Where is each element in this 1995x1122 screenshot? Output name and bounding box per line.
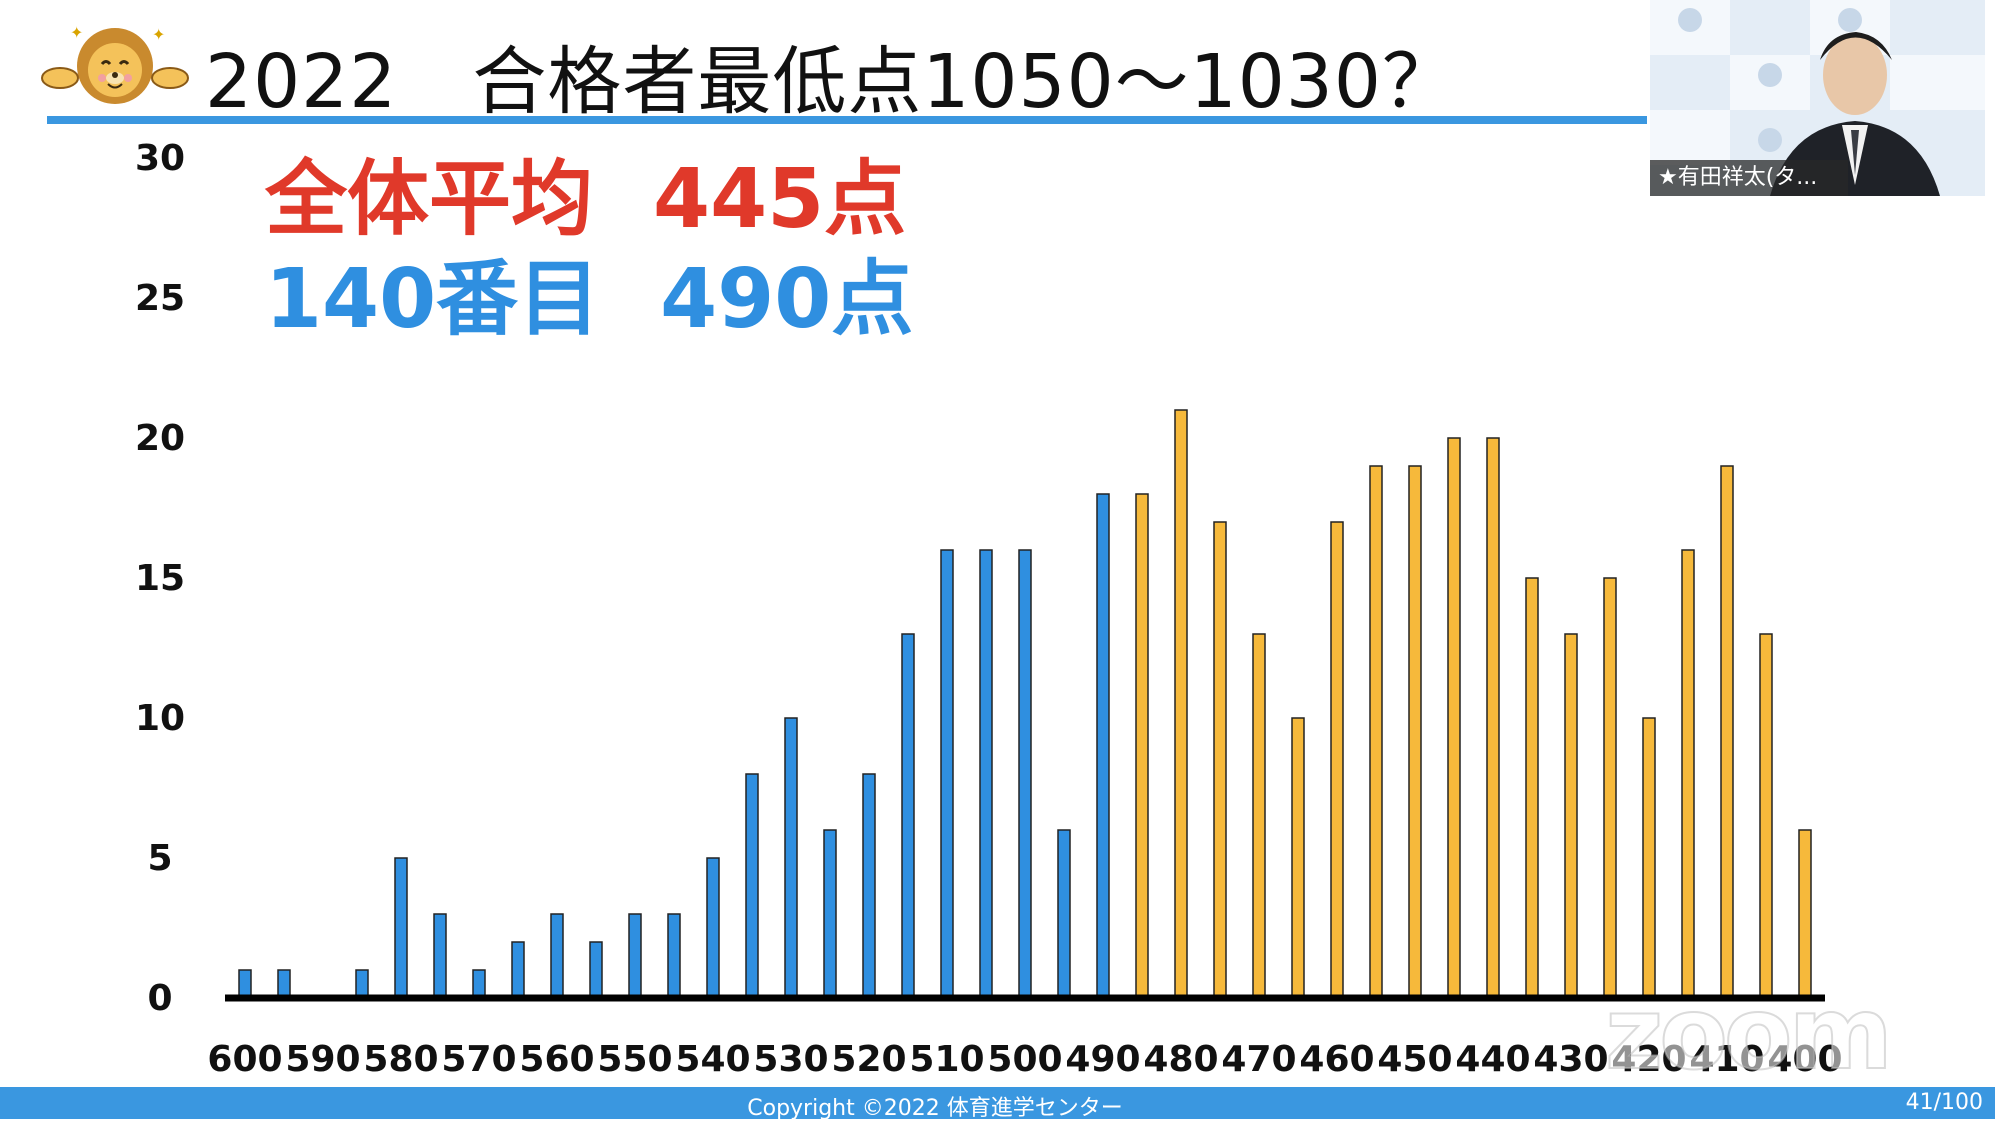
bar-470 bbox=[1252, 633, 1266, 999]
y-tick-label-0: 0 bbox=[147, 978, 172, 1019]
stat-rank: 140番目 490点 bbox=[265, 250, 913, 350]
x-tick-label-500: 500 bbox=[987, 1039, 1062, 1080]
x-tick-label-490: 490 bbox=[1065, 1039, 1140, 1080]
copyright-text: Copyright ©2022 体育進学センター bbox=[747, 1096, 1123, 1121]
x-tick-label-540: 540 bbox=[675, 1039, 750, 1080]
bar-425 bbox=[1603, 577, 1617, 999]
bar-400 bbox=[1798, 829, 1812, 999]
bar-560 bbox=[550, 913, 564, 999]
y-tick-label-5: 25 bbox=[135, 278, 185, 319]
bar-440 bbox=[1486, 437, 1500, 999]
bar-490 bbox=[1096, 493, 1110, 999]
participant-name: ★有田祥太(タ... bbox=[1650, 160, 1848, 196]
bar-455 bbox=[1369, 465, 1383, 999]
x-tick-label-470: 470 bbox=[1221, 1039, 1296, 1080]
footer-bar: Copyright ©2022 体育進学センター 41/100 bbox=[0, 1087, 1995, 1121]
x-tick-label-400: 400 bbox=[1767, 1039, 1842, 1080]
bar-500 bbox=[1018, 549, 1032, 999]
x-tick-label-480: 480 bbox=[1143, 1039, 1218, 1080]
bar-535 bbox=[745, 773, 759, 999]
x-tick-label-590: 590 bbox=[285, 1039, 360, 1080]
bar-405 bbox=[1759, 633, 1773, 999]
bar-575 bbox=[433, 913, 447, 999]
svg-text:✦: ✦ bbox=[70, 23, 83, 42]
bar-585 bbox=[355, 969, 369, 999]
bar-525 bbox=[823, 829, 837, 999]
stats-block: 全体平均 445点 140番目 490点 bbox=[265, 150, 913, 350]
y-tick-label-2: 10 bbox=[135, 698, 185, 739]
bar-545 bbox=[667, 913, 681, 999]
zoom-watermark: zoom bbox=[1604, 974, 1894, 1093]
bar-480 bbox=[1174, 409, 1188, 999]
stat-rank-label: 140番目 bbox=[265, 252, 601, 347]
bar-435 bbox=[1525, 577, 1539, 999]
x-tick-label-560: 560 bbox=[519, 1039, 594, 1080]
y-tick-label-6: 30 bbox=[135, 138, 185, 179]
stat-average-value: 445点 bbox=[653, 152, 907, 247]
bar-415 bbox=[1681, 549, 1695, 999]
x-tick-label-600: 600 bbox=[207, 1039, 282, 1080]
video-thumbnail[interactable]: ★有田祥太(タ... bbox=[1650, 0, 1985, 196]
bar-410 bbox=[1720, 465, 1734, 999]
bar-565 bbox=[511, 941, 525, 999]
y-tick-label-3: 15 bbox=[135, 558, 185, 599]
x-tick-label-410: 410 bbox=[1689, 1039, 1764, 1080]
bar-510 bbox=[940, 549, 954, 999]
bar-475 bbox=[1213, 521, 1227, 999]
bar-445 bbox=[1447, 437, 1461, 999]
y-tick-label-1: 5 bbox=[147, 838, 172, 879]
bar-460 bbox=[1330, 521, 1344, 999]
bar-555 bbox=[589, 941, 603, 999]
bar-515 bbox=[901, 633, 915, 999]
x-tick-label-580: 580 bbox=[363, 1039, 438, 1080]
x-tick-label-420: 420 bbox=[1611, 1039, 1686, 1080]
bar-495 bbox=[1057, 829, 1071, 999]
page-number: 41/100 bbox=[1905, 1090, 1983, 1115]
bar-520 bbox=[862, 773, 876, 999]
x-tick-label-430: 430 bbox=[1533, 1039, 1608, 1080]
bar-465 bbox=[1291, 717, 1305, 999]
svg-text:✦: ✦ bbox=[152, 25, 165, 44]
x-tick-label-450: 450 bbox=[1377, 1039, 1452, 1080]
bar-530 bbox=[784, 717, 798, 999]
lion-mascot-icon: ✦ ✦ bbox=[41, 23, 189, 104]
y-tick-label-4: 20 bbox=[135, 418, 185, 459]
bar-595 bbox=[277, 969, 291, 999]
bar-485 bbox=[1135, 493, 1149, 999]
x-tick-label-440: 440 bbox=[1455, 1039, 1530, 1080]
bar-580 bbox=[394, 857, 408, 999]
title-underline bbox=[47, 116, 1647, 124]
bar-550 bbox=[628, 913, 642, 999]
x-tick-label-530: 530 bbox=[753, 1039, 828, 1080]
bar-420 bbox=[1642, 717, 1656, 999]
bar-570 bbox=[472, 969, 486, 999]
stat-average-label: 全体平均 bbox=[265, 152, 594, 247]
x-tick-label-510: 510 bbox=[909, 1039, 984, 1080]
bar-600 bbox=[238, 969, 252, 999]
stat-average: 全体平均 445点 bbox=[265, 150, 913, 250]
bar-540 bbox=[706, 857, 720, 999]
bar-505 bbox=[979, 549, 993, 999]
x-tick-label-460: 460 bbox=[1299, 1039, 1374, 1080]
x-tick-label-570: 570 bbox=[441, 1039, 516, 1080]
stat-rank-value: 490点 bbox=[660, 252, 914, 347]
bar-430 bbox=[1564, 633, 1578, 999]
x-tick-label-550: 550 bbox=[597, 1039, 672, 1080]
x-tick-label-520: 520 bbox=[831, 1039, 906, 1080]
bar-450 bbox=[1408, 465, 1422, 999]
slide-title: 2022 合格者最低点1050～1030？ bbox=[205, 39, 1457, 125]
